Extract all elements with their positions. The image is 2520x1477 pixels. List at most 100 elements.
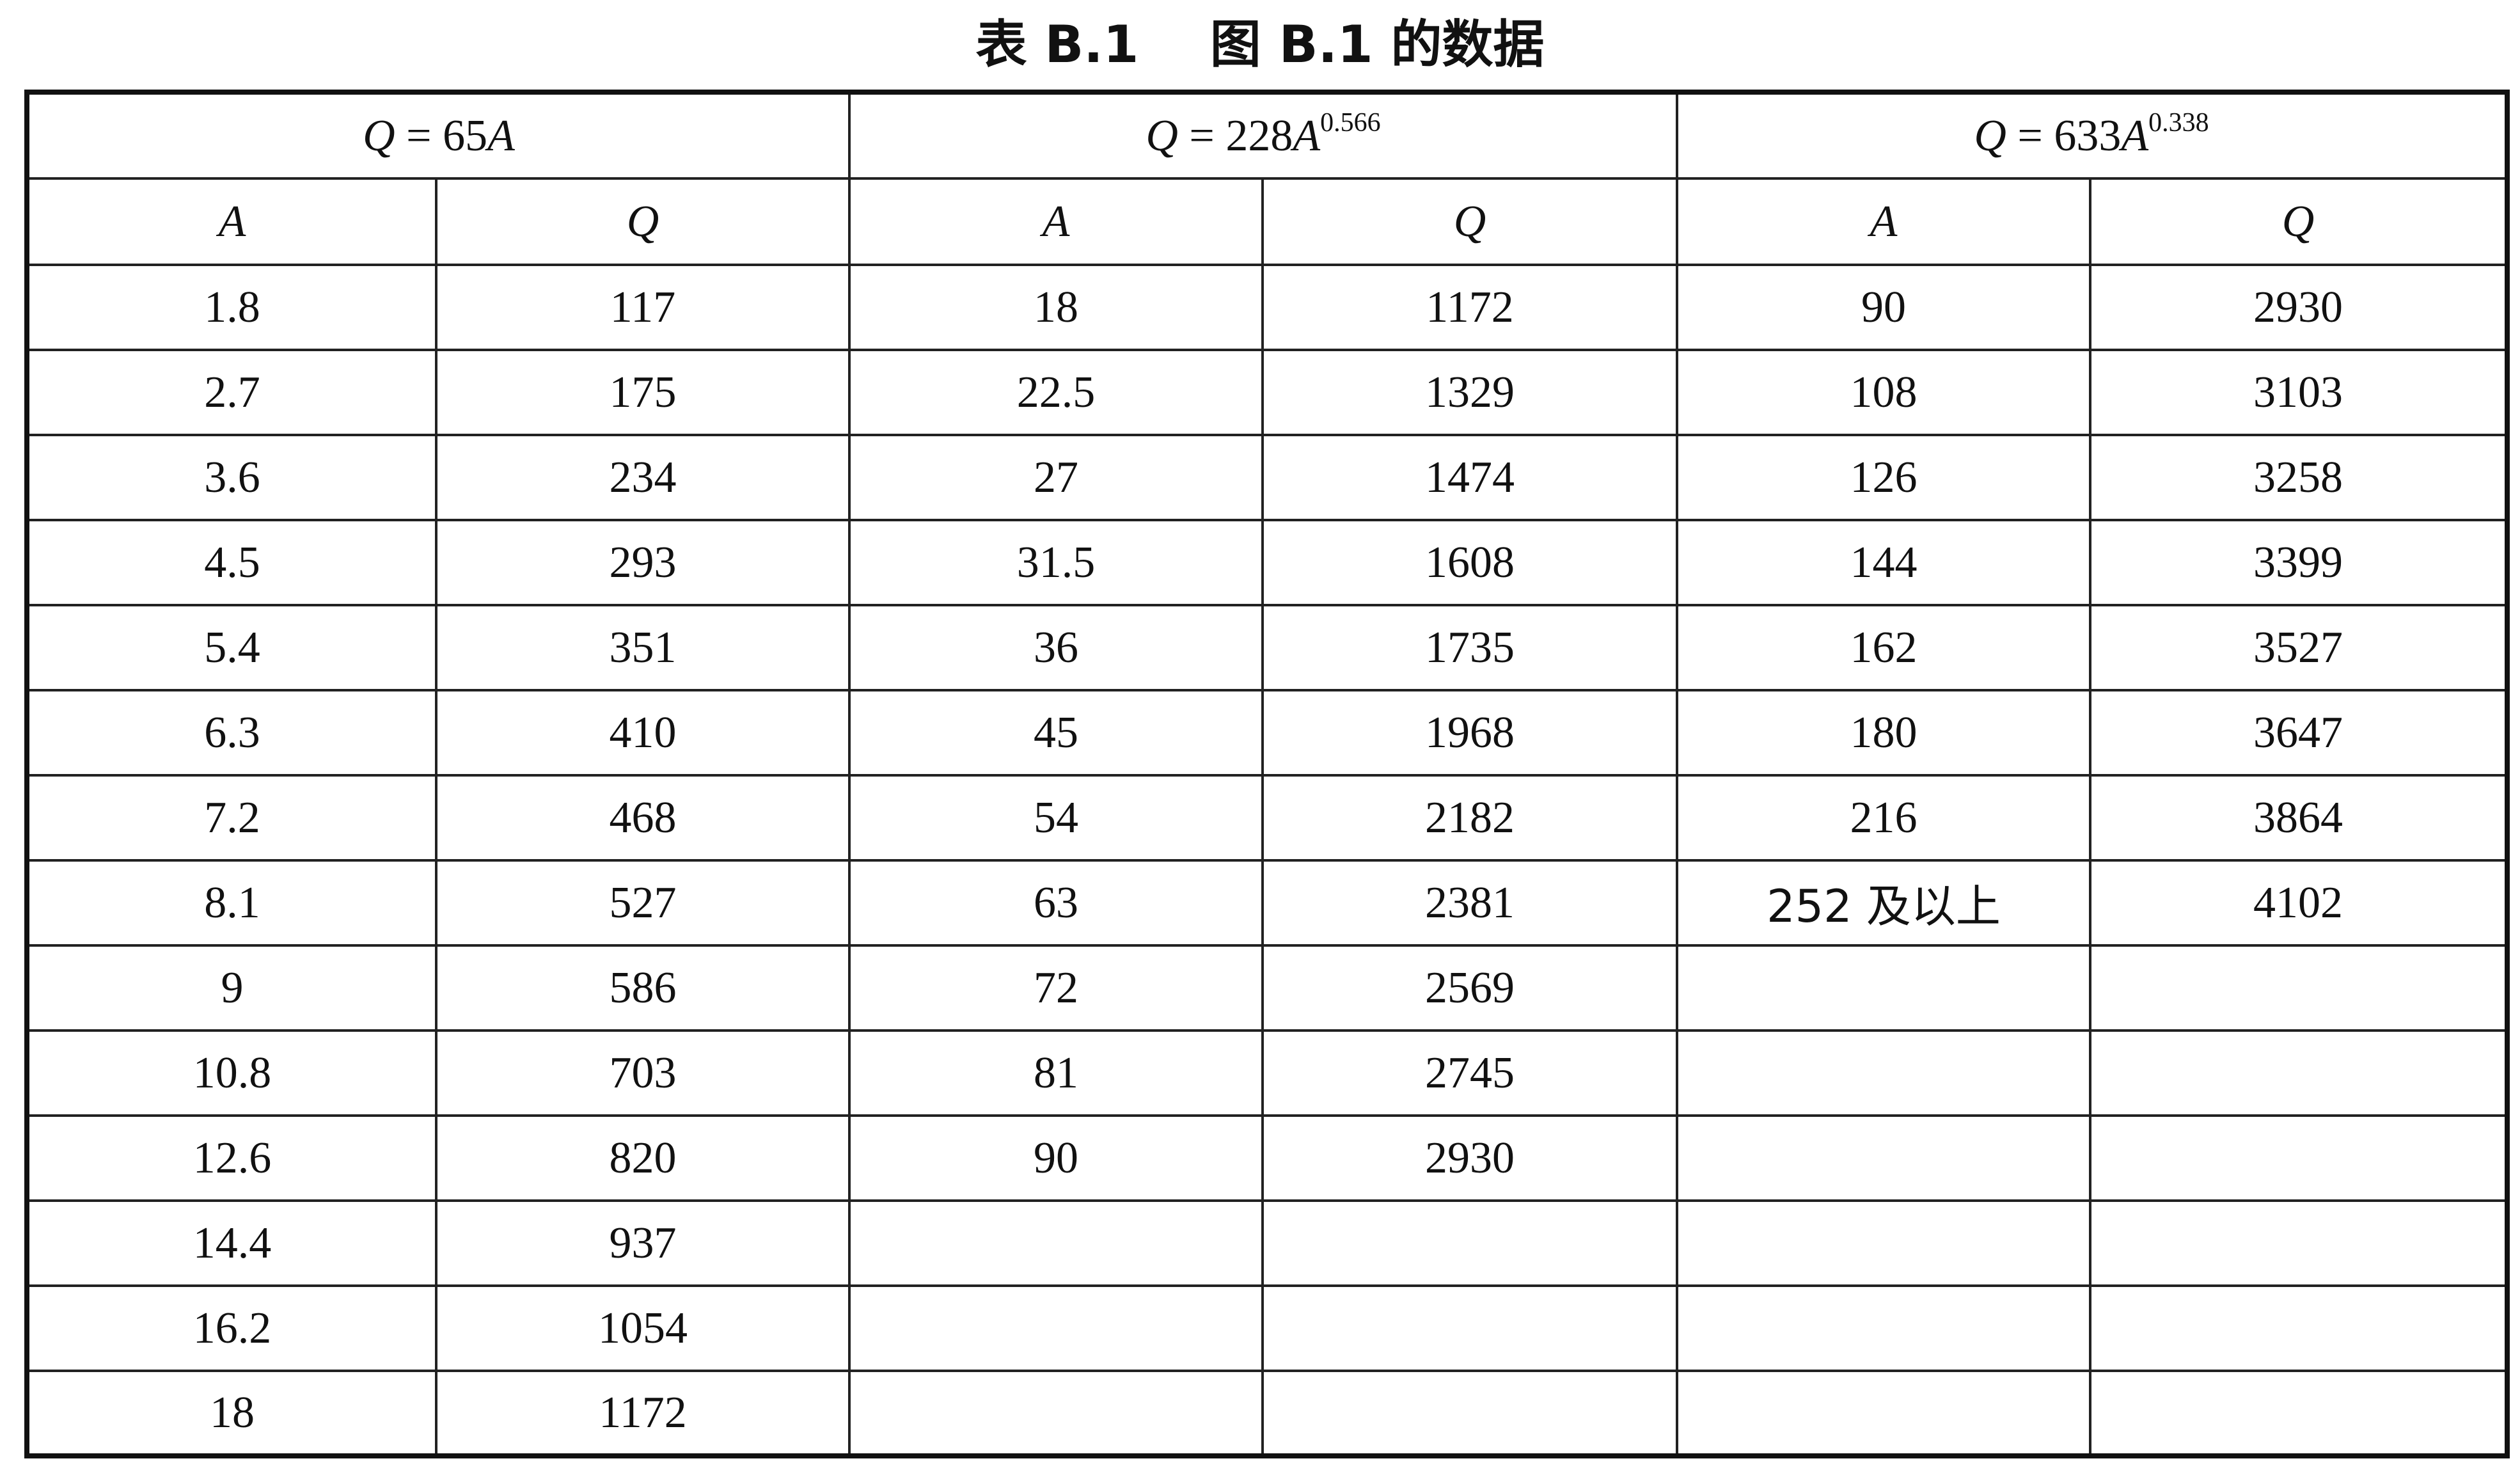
formula-base: A xyxy=(1293,111,1321,161)
cell-q-value: 293 xyxy=(435,519,851,606)
cell-a-value xyxy=(1676,944,2091,1032)
cell-a-value: 45 xyxy=(848,689,1264,777)
page-title: 表 B.1 图 B.1 的数据 xyxy=(975,15,1545,74)
cell-q-value xyxy=(2089,1114,2508,1202)
cell-a-value: 6.3 xyxy=(26,689,437,777)
formula-coef: = 633 xyxy=(2006,111,2122,161)
table-row: 18 1172 xyxy=(26,1370,2508,1457)
data-table: Q = 65A Q = 228A0.566 Q = 633A0.338 A Q … xyxy=(24,90,2510,1458)
cell-q-value: 3864 xyxy=(2089,774,2508,862)
cell-a-value: 81 xyxy=(848,1029,1264,1117)
cell-a-value: 5.4 xyxy=(26,604,437,691)
formula-var: Q xyxy=(1974,111,2006,161)
cell-q-value: 1608 xyxy=(1261,519,1678,606)
table-row: 12.6 820 90 2930 xyxy=(26,1114,2508,1202)
cell-q-value: 2745 xyxy=(1261,1029,1678,1117)
cell-q-value: 2930 xyxy=(2089,264,2508,351)
cell-q-value: 1329 xyxy=(1261,349,1678,436)
cell-q-value: 175 xyxy=(435,349,851,436)
cell-q-value: 117 xyxy=(435,264,851,351)
cell-a-value: 63 xyxy=(848,859,1264,947)
table-row: 10.8 703 81 2745 xyxy=(26,1029,2508,1117)
cell-q-value: 1474 xyxy=(1261,434,1678,521)
cell-q-value: 3399 xyxy=(2089,519,2508,606)
column-header-q: Q xyxy=(2089,177,2508,266)
cell-a-value xyxy=(1676,1114,2091,1202)
cell-a-value: 72 xyxy=(848,944,1264,1032)
cell-a-value: 18 xyxy=(848,264,1264,351)
cell-a-value xyxy=(1676,1370,2091,1457)
cell-q-value: 3527 xyxy=(2089,604,2508,691)
formula-var: Q xyxy=(1146,111,1178,161)
cell-q-value: 937 xyxy=(435,1199,851,1287)
table-row: 8.1 527 63 2381 252 及以上 4102 xyxy=(26,859,2508,947)
cell-q-value: 3103 xyxy=(2089,349,2508,436)
cell-q-value xyxy=(2089,1284,2508,1372)
cell-q-value: 586 xyxy=(435,944,851,1032)
formula-coef: = 228 xyxy=(1177,111,1293,161)
cell-a-value: 144 xyxy=(1676,519,2091,606)
cell-q-value: 1968 xyxy=(1261,689,1678,777)
table-row: 4.5 293 31.5 1608 144 3399 xyxy=(26,519,2508,606)
table-row: 3.6 234 27 1474 126 3258 xyxy=(26,434,2508,521)
cell-a-value: 27 xyxy=(848,434,1264,521)
formula-exponent: 0.566 xyxy=(1320,107,1381,138)
cell-q-value xyxy=(1261,1284,1678,1372)
cell-a-value: 2.7 xyxy=(26,349,437,436)
cell-q-value: 2182 xyxy=(1261,774,1678,862)
table-row: 2.7 175 22.5 1329 108 3103 xyxy=(26,349,2508,436)
table-row: 6.3 410 45 1968 180 3647 xyxy=(26,689,2508,777)
cell-q-value: 527 xyxy=(435,859,851,947)
cell-a-value: 1.8 xyxy=(26,264,437,351)
cell-q-value: 1054 xyxy=(435,1284,851,1372)
column-header-a: A xyxy=(1676,177,2091,266)
cell-a-value: 16.2 xyxy=(26,1284,437,1372)
cell-a-value: 31.5 xyxy=(848,519,1264,606)
cell-a-value: 108 xyxy=(1676,349,2091,436)
formula-header-1: Q = 65A xyxy=(26,91,851,180)
cell-a-value: 4.5 xyxy=(26,519,437,606)
cell-q-value xyxy=(2089,1029,2508,1117)
cell-q-value: 351 xyxy=(435,604,851,691)
column-header-a: A xyxy=(848,177,1264,266)
cell-q-value xyxy=(2089,1370,2508,1457)
cell-a-value: 22.5 xyxy=(848,349,1264,436)
cell-q-value: 2930 xyxy=(1261,1114,1678,1202)
formula-coef: = 65 xyxy=(395,111,488,161)
cell-a-value: 12.6 xyxy=(26,1114,437,1202)
column-header-q: Q xyxy=(435,177,851,266)
cell-a-value: 162 xyxy=(1676,604,2091,691)
cell-q-value xyxy=(1261,1370,1678,1457)
formula-base: A xyxy=(487,111,515,161)
table-row: 1.8 117 18 1172 90 2930 xyxy=(26,264,2508,351)
cell-q-value xyxy=(1261,1199,1678,1287)
cell-a-value: 126 xyxy=(1676,434,2091,521)
cell-q-value: 820 xyxy=(435,1114,851,1202)
column-header-q: Q xyxy=(1261,177,1678,266)
table-row: 5.4 351 36 1735 162 3527 xyxy=(26,604,2508,691)
cell-q-value: 1172 xyxy=(435,1370,851,1457)
cell-a-value: 9 xyxy=(26,944,437,1032)
cell-a-value: 90 xyxy=(1676,264,2091,351)
formula-header-3: Q = 633A0.338 xyxy=(1676,91,2508,180)
formula-exponent: 0.338 xyxy=(2148,107,2209,138)
cell-a-value: 18 xyxy=(26,1370,437,1457)
table-row: 9 586 72 2569 xyxy=(26,944,2508,1032)
cell-a-value xyxy=(1676,1284,2091,1372)
column-header-row: A Q A Q A Q xyxy=(26,177,2508,266)
cell-a-value xyxy=(848,1284,1264,1372)
formula-base: A xyxy=(2121,111,2149,161)
cell-q-value: 3258 xyxy=(2089,434,2508,521)
cell-a-value: 14.4 xyxy=(26,1199,437,1287)
cell-q-value: 3647 xyxy=(2089,689,2508,777)
cell-q-value: 1735 xyxy=(1261,604,1678,691)
column-header-a: A xyxy=(26,177,437,266)
cell-q-value: 1172 xyxy=(1261,264,1678,351)
cell-a-value xyxy=(848,1370,1264,1457)
cell-a-value: 90 xyxy=(848,1114,1264,1202)
cell-a-value: 7.2 xyxy=(26,774,437,862)
cell-a-value: 3.6 xyxy=(26,434,437,521)
table-row: 14.4 937 xyxy=(26,1199,2508,1287)
cell-q-value: 2381 xyxy=(1261,859,1678,947)
formula-header-2: Q = 228A0.566 xyxy=(848,91,1678,180)
